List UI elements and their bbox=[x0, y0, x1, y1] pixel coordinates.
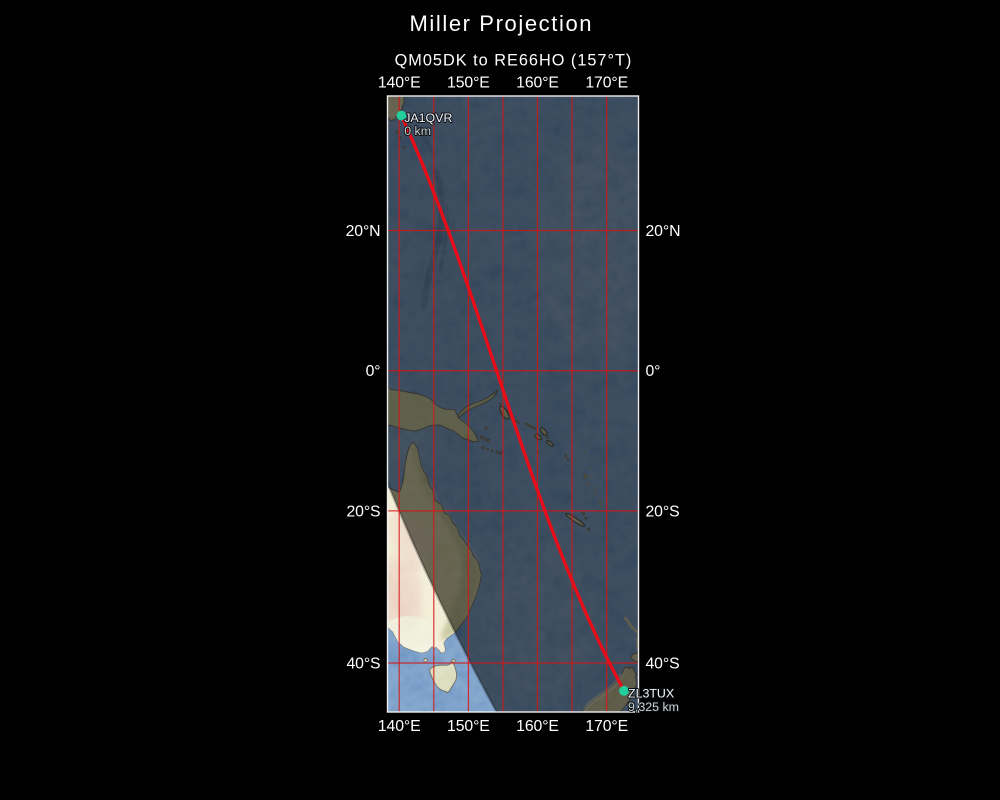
svg-text:150°E: 150°E bbox=[447, 75, 490, 92]
svg-text:ZL3TUX: ZL3TUX bbox=[628, 687, 674, 701]
svg-text:40°S: 40°S bbox=[346, 655, 380, 672]
svg-text:20°S: 20°S bbox=[346, 503, 380, 520]
svg-text:170°E: 170°E bbox=[585, 75, 628, 92]
svg-text:160°E: 160°E bbox=[516, 75, 559, 92]
svg-text:0°: 0° bbox=[646, 363, 661, 380]
svg-text:150°E: 150°E bbox=[447, 718, 490, 735]
svg-text:Miller Projection: Miller Projection bbox=[409, 11, 593, 36]
svg-text:20°N: 20°N bbox=[346, 223, 381, 240]
svg-text:20°N: 20°N bbox=[646, 223, 681, 240]
svg-text:20°S: 20°S bbox=[646, 503, 680, 520]
svg-text:140°E: 140°E bbox=[378, 718, 421, 735]
svg-text:0 km: 0 km bbox=[404, 124, 431, 138]
svg-text:40°S: 40°S bbox=[646, 655, 680, 672]
svg-text:9,325 km: 9,325 km bbox=[628, 700, 679, 714]
svg-text:JA1QVR: JA1QVR bbox=[404, 111, 452, 125]
svg-text:QM05DK to RE66HO (157°T): QM05DK to RE66HO (157°T) bbox=[395, 51, 633, 69]
svg-text:0°: 0° bbox=[366, 363, 381, 380]
svg-text:140°E: 140°E bbox=[378, 75, 421, 92]
svg-text:160°E: 160°E bbox=[516, 718, 559, 735]
svg-text:170°E: 170°E bbox=[585, 718, 628, 735]
